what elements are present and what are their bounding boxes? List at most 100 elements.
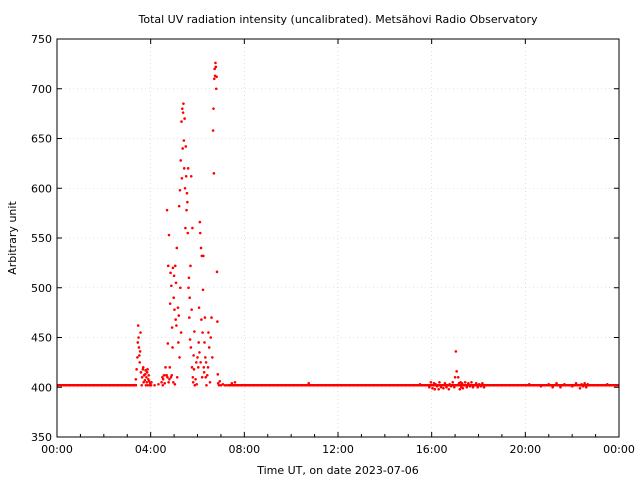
data-point [196, 366, 200, 369]
data-point [179, 159, 183, 162]
data-point [594, 383, 597, 387]
data-point [198, 351, 201, 354]
data-point [168, 366, 172, 369]
data-point [188, 296, 191, 300]
data-point [563, 382, 566, 386]
data-point [435, 384, 439, 388]
data-point [428, 385, 431, 389]
data-point [141, 368, 145, 371]
data-point [202, 254, 205, 258]
data-point [182, 139, 186, 142]
data-point [138, 361, 142, 364]
data-point [136, 356, 139, 359]
data-point [204, 376, 207, 379]
data-point [203, 341, 206, 344]
y-tick-label: 500 [31, 282, 52, 295]
data-point [173, 308, 176, 311]
data-point [214, 87, 218, 91]
data-point [437, 387, 440, 391]
data-point [171, 346, 174, 349]
data-point [555, 381, 558, 385]
y-axis-label: Arbitrary unit [6, 201, 19, 275]
data-point [183, 117, 186, 120]
data-point [139, 371, 143, 374]
data-point [371, 383, 375, 387]
data-point [181, 147, 184, 150]
data-point [482, 385, 486, 389]
data-point [180, 107, 184, 110]
data-point [140, 376, 144, 379]
data-point [192, 368, 196, 371]
data-point [144, 369, 147, 372]
chart-title: Total UV radiation intensity (uncalibrat… [138, 13, 538, 26]
data-point [161, 377, 165, 381]
data-point [172, 380, 175, 384]
data-point [208, 380, 212, 384]
data-point [442, 386, 445, 390]
data-point [138, 354, 141, 357]
data-point [189, 346, 193, 349]
data-point [207, 331, 210, 334]
y-tick-label: 600 [31, 182, 52, 195]
y-tick-label: 450 [31, 332, 52, 345]
data-point [476, 385, 480, 389]
data-point [225, 383, 229, 387]
data-point [203, 316, 207, 319]
data-point [199, 361, 202, 364]
data-point [191, 226, 194, 230]
data-point [184, 175, 188, 178]
data-point [219, 383, 223, 387]
data-point [588, 383, 592, 387]
data-point [146, 383, 150, 387]
data-point [145, 380, 149, 384]
data-point [169, 376, 173, 379]
data-point [165, 374, 168, 377]
data-point [570, 384, 574, 388]
data-point [168, 302, 172, 305]
data-point [200, 376, 204, 379]
data-point [187, 276, 191, 280]
data-point [197, 341, 200, 344]
data-point [175, 376, 179, 379]
data-point [180, 120, 183, 123]
data-point [539, 384, 543, 388]
data-point [551, 385, 554, 389]
data-point [254, 383, 258, 387]
data-point [180, 177, 184, 180]
data-point [184, 226, 187, 230]
data-point [162, 374, 166, 377]
data-point [137, 346, 141, 349]
data-point [193, 383, 197, 387]
data-point [449, 384, 453, 388]
data-point [170, 326, 174, 329]
data-point [187, 286, 190, 290]
data-point [143, 378, 147, 382]
data-point [181, 111, 185, 114]
data-point [581, 384, 585, 388]
data-point [216, 373, 220, 376]
data-point [164, 366, 167, 369]
x-tick-label: 08:00 [228, 443, 260, 456]
x-tick-label: 16:00 [416, 443, 448, 456]
data-point [210, 316, 213, 319]
data-point [348, 383, 352, 387]
grid [57, 39, 619, 437]
data-point [307, 381, 311, 385]
data-point [136, 324, 140, 327]
data-point [583, 381, 586, 385]
data-point [443, 381, 447, 385]
data-point [170, 374, 174, 377]
data-point [211, 129, 215, 132]
data-point [474, 381, 478, 385]
data-point [142, 380, 145, 384]
x-axis-label: Time UT, on date 2023-07-06 [256, 464, 419, 477]
data-point [183, 186, 187, 190]
data-point [418, 382, 422, 386]
data-point [468, 384, 472, 388]
data-point [182, 102, 185, 105]
y-tick-label: 550 [31, 232, 52, 245]
data-point [165, 208, 169, 212]
data-point [175, 246, 179, 250]
data-point [431, 386, 434, 390]
